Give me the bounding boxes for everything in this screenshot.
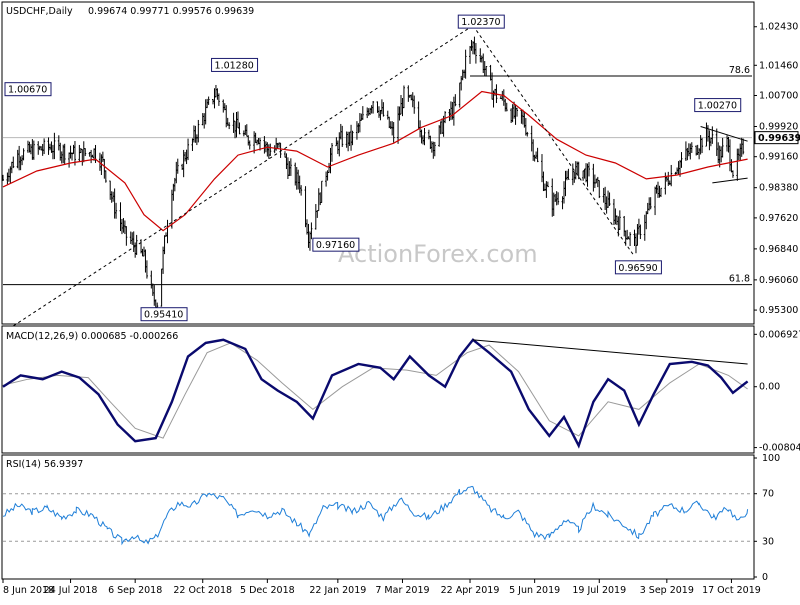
y-tick-label: 1.02430 bbox=[759, 22, 798, 33]
macd-y-axis: 0.006927 0.00 -0.008049 bbox=[754, 329, 800, 454]
swing-label: 0.95410 bbox=[144, 310, 183, 321]
rsi-lines bbox=[2, 485, 752, 546]
y-tick-label: 0.96840 bbox=[759, 244, 798, 255]
price-panel: USDCHF,Daily 0.99674 0.99771 0.99576 0.9… bbox=[1, 1, 800, 327]
macd-panel-frame bbox=[1, 325, 755, 454]
y-tick-label: 100 bbox=[762, 453, 780, 464]
swing-label-box bbox=[614, 260, 662, 275]
x-tick-label: 19 Jul 2019 bbox=[572, 585, 626, 596]
macd-lines bbox=[2, 338, 749, 449]
moving-average-line bbox=[2, 90, 748, 232]
swing-label: 1.00670 bbox=[8, 85, 47, 96]
y-tick-label: 0.00 bbox=[759, 382, 780, 393]
x-tick-label: 24 Jul 2018 bbox=[44, 585, 98, 596]
price-overlays bbox=[2, 25, 748, 327]
trendline bbox=[472, 25, 635, 257]
x-tick-label: 5 Dec 2018 bbox=[240, 585, 295, 596]
x-tick-label: 22 Apr 2019 bbox=[441, 585, 500, 596]
fib-label: 78.6 bbox=[729, 65, 750, 76]
rsi-line bbox=[2, 485, 749, 546]
y-tick-label: 0.006927 bbox=[759, 329, 800, 340]
y-tick-label: 70 bbox=[762, 489, 774, 500]
rsi-panel: RSI(14) 56.9397 100 70 30 0 bbox=[1, 453, 780, 583]
y-tick-label: 1.01460 bbox=[759, 60, 798, 71]
y-tick-label: 0.95300 bbox=[759, 305, 798, 316]
swing-label-box bbox=[694, 98, 742, 113]
macd-trendline bbox=[472, 339, 748, 365]
trendline bbox=[13, 25, 474, 327]
price-candles bbox=[2, 36, 745, 312]
x-tick-label: 7 Mar 2019 bbox=[375, 585, 429, 596]
y-tick-label: 0.98380 bbox=[759, 183, 798, 194]
macd-line bbox=[2, 338, 749, 449]
swing-label: 1.00270 bbox=[698, 101, 737, 112]
ohlc-header: 0.99674 0.99771 0.99576 0.99639 bbox=[88, 6, 254, 17]
y-tick-label: -0.008049 bbox=[759, 443, 800, 454]
macd-panel: MACD(12,26,9) 0.000685 -0.000266 0.00692… bbox=[1, 325, 800, 454]
watermark: ActionForex.com bbox=[338, 240, 538, 268]
x-tick-label: 22 Jan 2019 bbox=[309, 585, 366, 596]
x-tick-label: 5 Jun 2019 bbox=[509, 585, 560, 596]
macd-signal-line bbox=[2, 342, 748, 439]
current-price-tag bbox=[754, 131, 799, 145]
y-tick-label: 0.97620 bbox=[759, 213, 798, 224]
swing-label: 1.02370 bbox=[461, 17, 500, 28]
trendline bbox=[712, 177, 748, 184]
y-tick-label: 0.99920 bbox=[759, 121, 798, 132]
fib-label: 61.8 bbox=[729, 274, 750, 285]
x-tick-label: 17 Oct 2019 bbox=[702, 585, 761, 596]
swing-label-box bbox=[312, 237, 360, 252]
swing-label: 1.01280 bbox=[215, 60, 254, 71]
price-y-axis: 1.02430 1.01460 1.00700 0.99920 0.99160 0.983… bbox=[754, 22, 800, 316]
rsi-panel-title: RSI(14) 56.9397 bbox=[6, 459, 83, 470]
price-panel-title: USDCHF,Daily bbox=[6, 6, 73, 17]
price-panel-frame bbox=[1, 1, 755, 325]
macd-panel-title: MACD(12,26,9) 0.000685 -0.000266 bbox=[6, 331, 178, 342]
trendline bbox=[700, 126, 748, 142]
x-tick-label: 22 Oct 2018 bbox=[173, 585, 232, 596]
swing-label-box bbox=[457, 14, 505, 29]
y-tick-label: 0.99160 bbox=[759, 152, 798, 163]
swing-label-box bbox=[140, 307, 188, 322]
x-tick-label: 6 Sep 2018 bbox=[108, 585, 162, 596]
swing-label: 0.96590 bbox=[618, 263, 657, 274]
y-tick-label: 0 bbox=[762, 572, 768, 583]
price-labels: 1.00670 1.01280 0.95410 0.97160 1.02370 0.965… bbox=[4, 14, 742, 322]
swing-label-box bbox=[211, 57, 259, 72]
y-tick-label: 0.96060 bbox=[759, 275, 798, 286]
rsi-y-axis: 100 70 30 0 bbox=[754, 453, 780, 583]
x-tick-label: 3 Sep 2019 bbox=[640, 585, 694, 596]
swing-label: 0.97160 bbox=[316, 240, 355, 251]
price-grid: 78.6 61.8 bbox=[3, 65, 752, 286]
swing-label-box bbox=[4, 82, 52, 97]
current-price-label: 0.99639 bbox=[758, 133, 800, 144]
y-tick-label: 1.00700 bbox=[759, 90, 798, 101]
x-tick-label: 8 Jun 2018 bbox=[3, 585, 54, 596]
y-tick-label: 30 bbox=[762, 536, 774, 547]
rsi-panel-frame bbox=[1, 454, 755, 580]
